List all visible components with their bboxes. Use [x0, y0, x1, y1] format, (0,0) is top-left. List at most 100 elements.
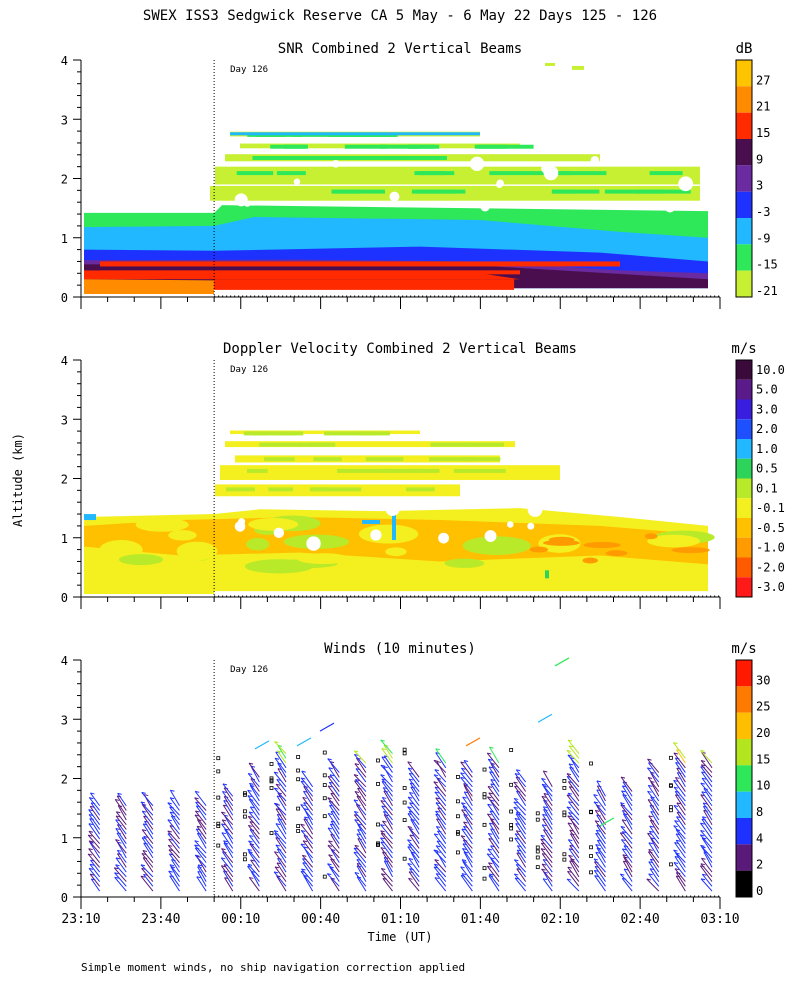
y-tick-label: 3 [61, 713, 68, 727]
wind-calm-marker [242, 857, 247, 862]
wind-barb [143, 836, 154, 849]
wind-barb [541, 783, 553, 797]
wind-barb [700, 830, 713, 845]
wind-barb [88, 830, 101, 845]
wind-barb [357, 829, 367, 844]
wind-barb-flag [140, 801, 146, 804]
wind-barb [329, 823, 340, 840]
wind-barb [700, 844, 713, 859]
wind-barb-flag [647, 776, 653, 779]
wind-barb [433, 866, 447, 882]
wind-barb [220, 857, 234, 873]
doppler-upper-patch [225, 487, 256, 492]
wind-barb [169, 875, 180, 892]
wind-barb [650, 837, 660, 854]
wind-barb-flag [222, 791, 227, 793]
wind-barb [168, 838, 180, 854]
doppler-patch [84, 514, 96, 521]
wind-barb [650, 781, 660, 797]
colorbar-frame [735, 659, 753, 898]
wind-barb [595, 833, 606, 849]
wind-barb-flag [543, 770, 548, 773]
doppler-upper-patch [324, 431, 378, 436]
wind-barb [277, 792, 287, 807]
doppler-patch [385, 547, 407, 557]
wind-barb [383, 755, 393, 769]
colorbar-swatch [736, 791, 752, 818]
wind-barb [513, 873, 527, 887]
wind-barb-flag [381, 873, 386, 876]
wind-barb [381, 805, 393, 821]
wind-barb [221, 848, 234, 863]
wind-barb [462, 843, 473, 859]
winds-plot-area [87, 657, 713, 892]
wind-barb [435, 748, 447, 764]
wind-barb-flag [435, 802, 441, 805]
wind-barb-flag [568, 763, 574, 766]
wind-barb-column [433, 748, 447, 892]
wind-barb-flag [700, 829, 705, 832]
wind-barb-flag [114, 876, 119, 879]
wind-barb [407, 796, 420, 811]
wind-calm-marker [482, 792, 487, 797]
wind-barb-flag [380, 837, 385, 840]
wind-calm-marker [216, 843, 221, 848]
wind-barb [487, 796, 500, 811]
wind-barb [380, 873, 393, 887]
wind-barb [250, 859, 260, 873]
doppler-upper-patch [409, 468, 440, 473]
wind-barb-column [589, 761, 606, 892]
wind-barb-flag [620, 873, 625, 876]
wind-barb [595, 844, 606, 859]
wind-barb-flag [115, 798, 120, 801]
wind-barb [222, 783, 234, 797]
wind-barb-flag [222, 819, 227, 822]
doppler-patch [248, 517, 299, 531]
wind-calm-marker [242, 809, 247, 814]
wind-calm-marker [589, 810, 593, 815]
wind-barb [515, 769, 527, 783]
wind-barb-flag [460, 772, 465, 775]
wind-barb [619, 873, 633, 887]
wind-barb-flag [141, 791, 146, 794]
wind-barb [195, 828, 207, 844]
wind-barb [703, 851, 713, 868]
wind-barb-flag [673, 779, 678, 782]
wind-calm-marker [455, 830, 460, 834]
wind-barb-high [599, 817, 615, 827]
colorbar-label: 0.1 [756, 481, 778, 495]
wind-barb [248, 840, 260, 854]
wind-barb-flag [300, 843, 306, 846]
wind-barb [594, 810, 606, 826]
wind-barb [303, 802, 314, 816]
snr-patch [407, 144, 440, 149]
snr-patch [604, 189, 664, 194]
wind-barb [383, 814, 393, 830]
wind-barb-flag [514, 873, 519, 876]
wind-barb-flag [327, 827, 333, 830]
wind-barb-flag [700, 834, 705, 837]
colorbar-label: -0.1 [756, 501, 785, 515]
wind-barb-flag [115, 839, 120, 842]
wind-barb-flag [461, 767, 466, 770]
wind-barb [249, 829, 260, 844]
wind-barb [277, 762, 287, 778]
wind-barb [380, 764, 393, 778]
wind-barb-flag [380, 830, 385, 833]
wind-barb [408, 810, 420, 826]
wind-barb [674, 794, 686, 811]
wind-calm-marker [455, 775, 460, 779]
wind-barb-high [296, 737, 312, 747]
wind-barb [302, 840, 314, 854]
y-tick-label: 3 [61, 413, 68, 427]
wind-barb [223, 864, 234, 878]
wind-barb [170, 815, 180, 830]
wind-calm-marker [296, 824, 301, 828]
wind-barb [433, 759, 447, 773]
wind-barb [382, 878, 393, 892]
wind-barb-flag [167, 802, 172, 805]
wind-barb [407, 813, 420, 830]
wind-barb [463, 821, 473, 835]
wind-barb-flag [275, 823, 281, 826]
